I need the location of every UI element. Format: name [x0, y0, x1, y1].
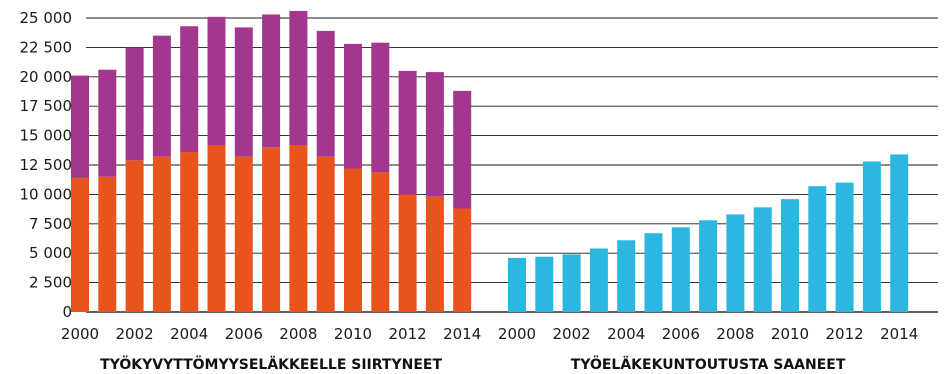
bar-1-0-2007	[699, 220, 718, 312]
bar-0-1-2011	[371, 42, 390, 173]
bars	[71, 10, 909, 312]
group-titles: TYÖKYVYTTÖMYYSELÄKKEELLE SIIRTYNEET TYÖEL…	[100, 355, 846, 373]
bar-0-0-2005	[207, 145, 226, 312]
bar-1-0-2004	[617, 240, 636, 312]
y-tick-label: 12 500	[20, 156, 73, 174]
y-tick-label: 15 000	[20, 127, 73, 145]
bar-1-0-2005	[644, 233, 663, 312]
x-tick-label: 2004	[607, 325, 645, 343]
bar-0-1-2002	[125, 47, 144, 161]
group-title: TYÖKYVYTTÖMYYSELÄKKEELLE SIIRTYNEET	[100, 355, 442, 373]
x-tick-label: 2002	[553, 325, 591, 343]
y-tick-label: 20 000	[20, 68, 73, 86]
bar-1-0-2003	[589, 248, 608, 312]
y-tick-label: 10 000	[20, 185, 73, 203]
bar-0-1-2008	[289, 10, 308, 146]
bar-1-0-2012	[835, 182, 854, 312]
bar-0-0-2011	[371, 172, 390, 312]
bar-0-1-2004	[180, 26, 199, 153]
gridlines	[86, 17, 938, 313]
bar-0-1-2006	[234, 27, 253, 157]
bar-1-0-2009	[753, 207, 772, 312]
bar-1-0-2002	[562, 254, 581, 312]
bar-0-0-2002	[125, 160, 144, 312]
bar-0-0-2013	[425, 196, 444, 312]
bar-1-0-2013	[862, 161, 881, 312]
x-tick-label: 2002	[116, 325, 154, 343]
bar-1-0-2008	[726, 214, 745, 312]
bar-0-1-2001	[98, 69, 117, 177]
y-tick-label: 25 000	[20, 9, 73, 27]
bar-1-0-2000	[508, 257, 526, 312]
bar-0-0-2010	[344, 168, 362, 312]
x-tick-label: 2006	[225, 325, 263, 343]
bar-0-1-2007	[262, 14, 281, 148]
bar-0-1-2014	[453, 90, 472, 209]
bar-1-0-2006	[671, 227, 690, 312]
y-tick-label: 17 500	[20, 97, 73, 115]
x-tick-label: 2008	[279, 325, 317, 343]
bar-0-1-2010	[344, 43, 362, 169]
y-tick-label: 2 500	[29, 274, 72, 292]
bar-0-0-2006	[234, 156, 253, 312]
x-tick-label: 2000	[61, 325, 99, 343]
bar-0-1-2013	[425, 72, 444, 197]
x-tick-label: 2012	[826, 325, 864, 343]
bar-0-0-2000	[71, 177, 89, 312]
x-axis: 2000 2002 2004 2006 2008 2010 2012 2014 2000 2002…	[61, 325, 918, 343]
bar-0-0-2012	[398, 194, 417, 312]
bar-0-0-2007	[262, 147, 281, 312]
bar-1-0-2011	[808, 186, 827, 312]
y-axis: 0 2 500 5 000 7 500 10 000 12 500 15 000 17 500…	[20, 9, 73, 321]
y-tick-label: 7 500	[29, 215, 72, 233]
bar-0-0-2001	[98, 176, 117, 312]
bar-0-1-2009	[316, 30, 335, 157]
y-tick-label: 22 500	[20, 38, 73, 56]
bar-0-1-2003	[152, 35, 171, 157]
bar-0-0-2003	[152, 156, 171, 312]
bar-0-0-2004	[180, 152, 199, 312]
x-tick-label: 2004	[170, 325, 208, 343]
y-tick-label: 5 000	[29, 244, 72, 262]
x-tick-label: 2014	[443, 325, 481, 343]
bar-0-1-2000	[71, 75, 89, 178]
y-tick-label: 0	[62, 303, 72, 321]
bar-0-1-2005	[207, 16, 226, 146]
bar-0-1-2012	[398, 70, 417, 195]
x-tick-label: 2006	[662, 325, 700, 343]
group-title: TYÖELÄKEKUNTOUTUSTA SAANEET	[571, 355, 846, 373]
bar-0-0-2008	[289, 145, 308, 312]
bar-1-0-2010	[781, 199, 799, 312]
x-tick-label: 2014	[880, 325, 918, 343]
bar-0-0-2009	[316, 156, 335, 312]
x-tick-label: 2008	[716, 325, 754, 343]
bar-1-0-2001	[535, 256, 554, 312]
x-tick-label: 2010	[334, 325, 372, 343]
x-tick-label: 2012	[389, 325, 427, 343]
x-tick-label: 2000	[498, 325, 536, 343]
bar-1-0-2014	[890, 154, 909, 312]
x-tick-label: 2010	[771, 325, 809, 343]
bar-0-0-2014	[453, 208, 472, 312]
